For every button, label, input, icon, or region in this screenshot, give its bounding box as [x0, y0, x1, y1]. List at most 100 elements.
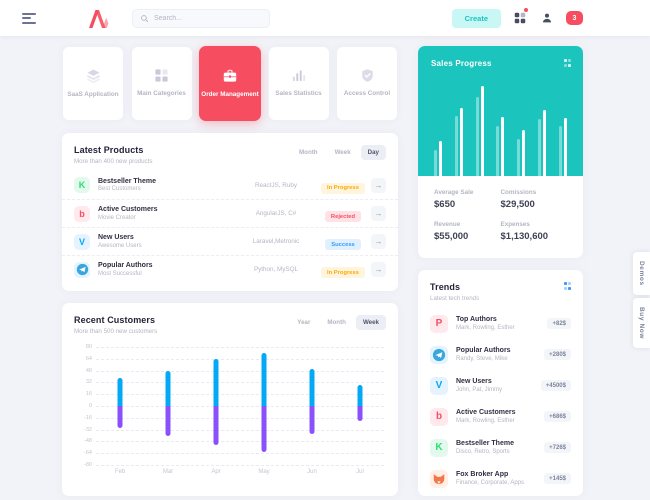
gridline	[96, 429, 384, 431]
trend-title[interactable]: Fox Broker App	[456, 471, 509, 479]
telegram-icon	[74, 261, 90, 278]
layers-icon	[86, 69, 100, 83]
bar-lost	[357, 406, 363, 421]
app-logo[interactable]	[88, 9, 110, 28]
gridline	[96, 453, 384, 455]
more-options-icon[interactable]	[563, 59, 571, 67]
product-tech: Laravel,Metronic	[252, 238, 300, 245]
bar-gained	[117, 377, 123, 406]
tab-month[interactable]: Month	[299, 149, 318, 156]
row-arrow-button[interactable]: →	[371, 262, 386, 277]
card-subtitle: Latest tech trends	[430, 295, 480, 302]
product-subtitle: Best Customers	[98, 186, 141, 193]
x-tick-label: Jun	[307, 469, 317, 475]
demos-side-tab[interactable]: Demos	[633, 252, 650, 295]
notification-count-badge[interactable]: 3	[566, 11, 583, 25]
quick-panel-button[interactable]	[512, 8, 528, 26]
quick-card-label: Order Management	[201, 90, 259, 98]
arrow-right-icon: →	[374, 180, 383, 190]
tab-week[interactable]: Week	[355, 315, 386, 330]
trend-subtitle: Mark, Rowling, Esther	[456, 324, 515, 331]
product-title[interactable]: Bestseller Theme	[98, 177, 156, 185]
arrow-right-icon: →	[374, 209, 383, 218]
trend-subtitle: John, Pat, Jimmy	[456, 386, 503, 393]
search-input[interactable]	[154, 14, 262, 22]
row-arrow-button[interactable]: →	[371, 234, 386, 249]
create-button[interactable]: Create	[451, 8, 501, 28]
trend-value-badge: +4500$	[540, 380, 571, 391]
product-title[interactable]: New Users	[98, 234, 134, 242]
apps-grid-icon	[514, 12, 526, 24]
tab-month[interactable]: Month	[327, 319, 346, 326]
menu-toggle-icon[interactable]	[22, 10, 36, 26]
card-title: Latest Products	[74, 145, 144, 155]
x-tick-label: Mar	[162, 469, 174, 475]
gridline	[96, 441, 384, 443]
trend-title[interactable]: Top Authors	[456, 316, 497, 324]
stat-revenue: Revenue $55,000	[434, 221, 501, 242]
sales-bar-previous	[496, 126, 500, 176]
sales-bar-current	[522, 130, 526, 176]
y-tick-label: -16	[84, 414, 92, 421]
sales-bar-previous	[434, 150, 437, 176]
quick-card-access-control[interactable]: Access Control	[336, 46, 398, 121]
sales-bar-previous	[558, 126, 562, 176]
trend-title[interactable]: New Users	[456, 378, 492, 386]
trends-card: Trends Latest tech trends P Top Authors …	[418, 270, 583, 496]
row-arrow-button[interactable]: →	[371, 177, 386, 193]
latest-products-card: Latest Products More than 400 new produc…	[62, 133, 398, 291]
more-options-icon[interactable]	[563, 282, 571, 290]
stat-expenses: Expenses $1,130,600	[501, 221, 568, 242]
recent-customers-card: Recent Customers More than 500 new custo…	[62, 303, 398, 496]
quick-card-order-management[interactable]: Order Management	[199, 46, 261, 121]
gridline	[96, 347, 384, 348]
trend-subtitle: Finance, Corporate, Apps	[456, 479, 525, 486]
x-tick-label: May	[258, 469, 270, 475]
tab-week[interactable]: Week	[334, 149, 351, 156]
sales-bar-current	[480, 85, 484, 176]
product-title[interactable]: Popular Authors	[98, 262, 153, 270]
stat-label: Expenses	[500, 221, 530, 228]
beats-icon: b	[430, 407, 448, 426]
gridline	[96, 358, 384, 360]
user-icon	[542, 13, 552, 23]
tab-year[interactable]: Year	[297, 319, 311, 326]
trend-title[interactable]: Bestseller Theme	[456, 440, 514, 448]
quick-card-main-categories[interactable]: Main Categories	[130, 46, 193, 121]
product-tech: AngularJS, C#	[255, 210, 297, 217]
y-tick-label: 32	[85, 379, 92, 386]
stat-label: Revenue	[434, 221, 461, 228]
arrow-right-icon: →	[374, 265, 383, 274]
quick-card-label: Access Control	[343, 90, 391, 98]
trend-row: Popular Authors Randy, Steve, Mike +280$	[418, 339, 583, 370]
gridline	[96, 417, 384, 419]
product-tech: Python, MySQL	[253, 266, 299, 273]
trend-title[interactable]: Active Customers	[456, 409, 516, 417]
recent-customers-chart: 80 64 48 32 16 0 -16 -32 -48 -64 -80	[62, 341, 398, 468]
quick-nav-row: SaaS Application Main Categories Order M…	[62, 46, 398, 121]
product-subtitle: Awesome Users	[98, 242, 142, 249]
stat-label: Average Sale	[434, 189, 474, 196]
bar-lost	[261, 406, 267, 452]
trend-row: V New Users John, Pat, Jimmy +4500$	[418, 370, 583, 401]
quick-card-label: Main Categories	[137, 90, 186, 98]
producthunt-icon: P	[430, 314, 448, 333]
quick-card-sales-statistics[interactable]: Sales Statistics	[267, 46, 330, 121]
bar-gained	[309, 369, 315, 406]
recent-customers-xaxis: Feb Mar Apr May Jun Jul	[96, 469, 384, 483]
stat-value: $29,500	[500, 199, 535, 210]
sales-bar-previous	[454, 116, 458, 176]
trend-title[interactable]: Popular Authors	[456, 347, 511, 355]
status-badge: In Progress	[321, 182, 365, 194]
row-arrow-button[interactable]: →	[371, 206, 386, 221]
buy-now-side-tab[interactable]: Buy Now	[633, 298, 650, 349]
tab-day[interactable]: Day	[360, 145, 386, 160]
sales-bar-current	[563, 118, 567, 176]
bar-lost	[165, 406, 171, 436]
stat-label: Comissions	[500, 189, 537, 196]
product-title[interactable]: Active Customers	[98, 206, 158, 214]
gridline	[96, 382, 384, 384]
user-menu-button[interactable]	[539, 10, 555, 26]
quick-card-saas-application[interactable]: SaaS Application	[62, 46, 124, 121]
product-row: b Active Customers Movie Creator Angular…	[62, 199, 398, 227]
